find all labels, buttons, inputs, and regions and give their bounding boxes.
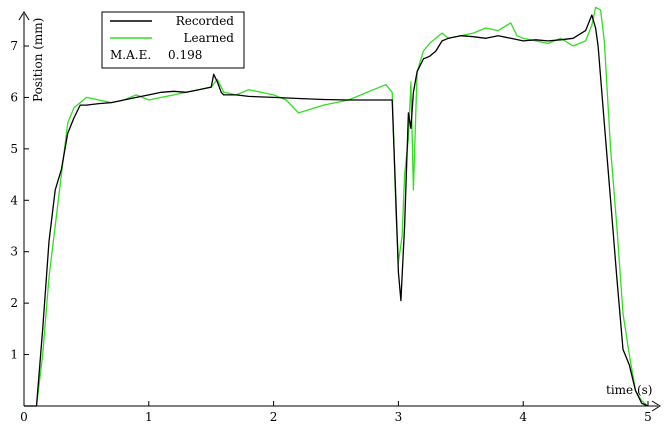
x-tick-label: 0: [20, 410, 28, 424]
y-tick-label: 4: [10, 193, 18, 207]
x-tick-label: 5: [644, 410, 652, 424]
legend-label-learned: Learned: [184, 31, 235, 45]
x-tick-label: 1: [145, 410, 153, 424]
y-ticks: 1 2 3 4 5 6 7: [10, 39, 29, 362]
legend: Recorded Learned M.A.E. 0.198: [101, 11, 245, 69]
y-tick-label: 1: [10, 348, 18, 362]
y-tick-label: 2: [10, 296, 18, 310]
legend-label-recorded: Recorded: [176, 14, 235, 28]
y-tick-label: 3: [10, 245, 18, 259]
plot-lines: [24, 6, 649, 407]
x-axis-label: time (s): [606, 383, 652, 397]
y-tick-label: 7: [10, 39, 18, 53]
y-axis-arrow: [18, 11, 30, 21]
series-line-recorded: [24, 14, 649, 407]
y-tick-label: 6: [10, 90, 18, 104]
y-tick-label: 5: [10, 142, 18, 156]
legend-box: [101, 11, 245, 69]
x-ticks: 0 1 2 3 4 5: [20, 401, 652, 424]
x-tick-label: 2: [270, 410, 278, 424]
mae-label: M.A.E.: [110, 48, 151, 62]
x-tick-label: 4: [519, 410, 527, 424]
y-axis-label: Position (mm): [31, 18, 45, 102]
mae-value: 0.198: [168, 48, 202, 62]
x-tick-label: 3: [395, 410, 403, 424]
x-axis-arrow: [651, 400, 661, 412]
